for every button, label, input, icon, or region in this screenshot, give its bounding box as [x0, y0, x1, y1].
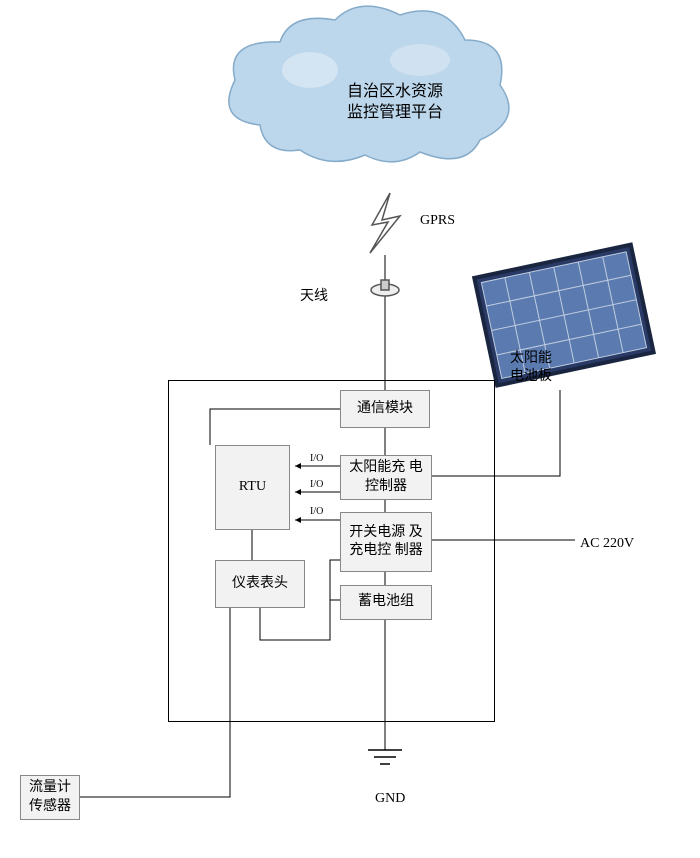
rtu-enclosure	[168, 380, 495, 722]
gnd-symbol	[368, 750, 402, 764]
node-rtu: RTU	[215, 445, 290, 530]
label-io2: I/O	[310, 478, 323, 491]
label-gprs: GPRS	[420, 212, 455, 230]
antenna-icon	[371, 255, 399, 390]
diagram-canvas: { "type": "flowchart", "canvas": {"w":70…	[0, 0, 700, 858]
label-ac: AC 220V	[580, 535, 634, 553]
node-psu: 开关电源 及充电控 制器	[340, 512, 432, 572]
label-gnd: GND	[375, 790, 405, 808]
node-meter: 仪表表头	[215, 560, 305, 608]
label-panel: 太阳能 电池板	[510, 350, 552, 386]
solar-panel-icon	[474, 245, 653, 386]
node-sensor: 流量计 传感器	[20, 775, 80, 820]
node-comm: 通信模块	[340, 390, 430, 428]
node-batt: 蓄电池组	[340, 585, 432, 620]
cloud-label: 自治区水资源 监控管理平台	[300, 82, 490, 124]
label-io3: I/O	[310, 505, 323, 518]
label-io1: I/O	[310, 452, 323, 465]
node-solar: 太阳能充 电控制器	[340, 455, 432, 500]
label-antenna: 天线	[300, 288, 328, 306]
gprs-lightning-icon	[370, 193, 400, 253]
